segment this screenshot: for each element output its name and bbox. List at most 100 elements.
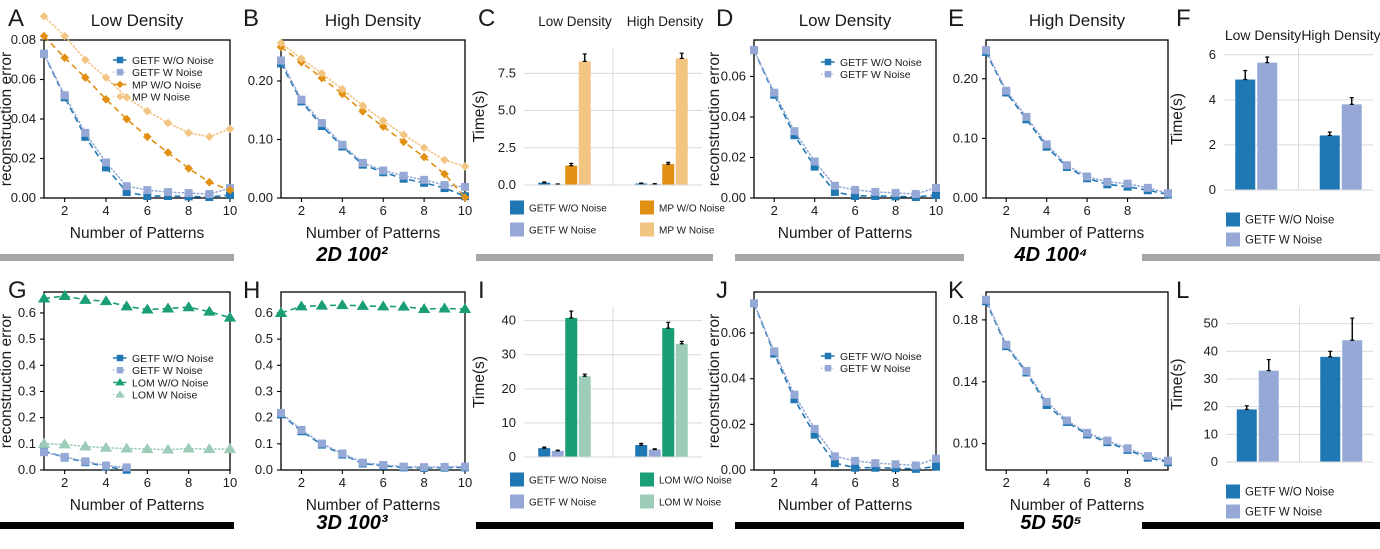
svg-text:GETF W/O Noise: GETF W/O Noise bbox=[529, 476, 607, 487]
svg-text:LOM W/O Noise: LOM W/O Noise bbox=[659, 476, 732, 487]
svg-text:Time(s): Time(s) bbox=[471, 91, 488, 143]
svg-text:GETF W Noise: GETF W Noise bbox=[132, 67, 203, 79]
svg-text:2: 2 bbox=[61, 475, 68, 490]
svg-text:Number of Patterns: Number of Patterns bbox=[306, 225, 441, 242]
svg-text:4: 4 bbox=[811, 475, 818, 490]
svg-text:reconstruction error: reconstruction error bbox=[0, 52, 15, 186]
svg-text:4: 4 bbox=[1209, 92, 1216, 107]
svg-text:G: G bbox=[8, 277, 27, 304]
svg-text:8: 8 bbox=[185, 203, 192, 218]
svg-text:8: 8 bbox=[892, 203, 899, 218]
svg-text:GETF W Noise: GETF W Noise bbox=[529, 226, 597, 237]
svg-text:5.0: 5.0 bbox=[498, 103, 516, 118]
svg-text:0.5: 0.5 bbox=[255, 331, 273, 346]
svg-text:0.2: 0.2 bbox=[255, 410, 273, 425]
svg-text:8: 8 bbox=[1124, 475, 1131, 490]
svg-text:0.04: 0.04 bbox=[721, 371, 746, 386]
svg-text:A: A bbox=[8, 5, 24, 32]
svg-text:0.06: 0.06 bbox=[721, 325, 746, 340]
svg-text:Low Density: Low Density bbox=[1225, 27, 1301, 43]
svg-text:0.10: 0.10 bbox=[953, 436, 978, 451]
svg-text:Number of Patterns: Number of Patterns bbox=[778, 225, 913, 242]
svg-text:reconstruction error: reconstruction error bbox=[0, 314, 15, 448]
svg-text:4: 4 bbox=[339, 475, 346, 490]
svg-text:GETF W Noise: GETF W Noise bbox=[840, 363, 911, 375]
svg-text:Low Density: Low Density bbox=[538, 14, 612, 29]
svg-text:Time(s): Time(s) bbox=[1169, 359, 1186, 411]
svg-text:0: 0 bbox=[1211, 454, 1218, 469]
svg-text:Low Density: Low Density bbox=[799, 11, 892, 30]
svg-text:Number of Patterns: Number of Patterns bbox=[778, 497, 913, 514]
svg-text:0.20: 0.20 bbox=[248, 73, 273, 88]
svg-text:0: 0 bbox=[1209, 182, 1216, 197]
svg-text:H: H bbox=[243, 277, 260, 304]
svg-text:C: C bbox=[478, 5, 495, 32]
svg-text:4: 4 bbox=[1043, 475, 1050, 490]
svg-text:10: 10 bbox=[223, 475, 237, 490]
svg-text:8: 8 bbox=[420, 475, 427, 490]
svg-text:0.1: 0.1 bbox=[18, 436, 36, 451]
svg-text:0.04: 0.04 bbox=[721, 109, 746, 124]
svg-text:7.5: 7.5 bbox=[498, 65, 516, 80]
svg-text:0.00: 0.00 bbox=[953, 190, 978, 205]
svg-text:8: 8 bbox=[185, 475, 192, 490]
svg-text:2: 2 bbox=[1209, 137, 1216, 152]
svg-text:High Density: High Density bbox=[1301, 27, 1380, 43]
svg-text:0.6: 0.6 bbox=[18, 305, 36, 320]
svg-text:40: 40 bbox=[502, 313, 516, 328]
svg-text:GETF W/O Noise: GETF W/O Noise bbox=[132, 353, 214, 365]
svg-text:MP W Noise: MP W Noise bbox=[132, 92, 190, 104]
svg-text:GETF W Noise: GETF W Noise bbox=[1245, 507, 1322, 519]
svg-text:30: 30 bbox=[1204, 371, 1218, 386]
svg-text:4: 4 bbox=[339, 203, 346, 218]
svg-text:20: 20 bbox=[502, 381, 516, 396]
svg-text:High Density: High Density bbox=[627, 14, 704, 29]
svg-text:0.1: 0.1 bbox=[255, 436, 273, 451]
svg-text:Low Density: Low Density bbox=[91, 11, 184, 30]
svg-text:30: 30 bbox=[502, 347, 516, 362]
svg-text:6: 6 bbox=[380, 475, 387, 490]
svg-text:6: 6 bbox=[1083, 203, 1090, 218]
svg-text:MP W/O Noise: MP W/O Noise bbox=[659, 204, 725, 215]
svg-text:I: I bbox=[478, 277, 485, 304]
svg-text:2: 2 bbox=[1003, 475, 1010, 490]
svg-text:8: 8 bbox=[892, 475, 899, 490]
svg-text:0: 0 bbox=[509, 449, 516, 464]
svg-text:0.14: 0.14 bbox=[953, 374, 978, 389]
svg-text:50: 50 bbox=[1204, 316, 1218, 331]
svg-text:0.0: 0.0 bbox=[498, 177, 516, 192]
svg-text:10: 10 bbox=[458, 203, 472, 218]
svg-text:0.02: 0.02 bbox=[721, 416, 746, 431]
svg-text:GETF W Noise: GETF W Noise bbox=[840, 69, 911, 81]
svg-text:2: 2 bbox=[771, 475, 778, 490]
svg-text:reconstruction error: reconstruction error bbox=[706, 52, 723, 186]
svg-text:10: 10 bbox=[929, 203, 943, 218]
svg-text:High Density: High Density bbox=[1029, 11, 1126, 30]
svg-text:2: 2 bbox=[298, 475, 305, 490]
svg-text:8: 8 bbox=[420, 203, 427, 218]
svg-text:0.3: 0.3 bbox=[18, 383, 36, 398]
svg-text:2.5: 2.5 bbox=[498, 140, 516, 155]
svg-text:0.06: 0.06 bbox=[721, 68, 746, 83]
svg-text:0.2: 0.2 bbox=[18, 410, 36, 425]
svg-text:0.0: 0.0 bbox=[18, 462, 36, 477]
svg-text:4: 4 bbox=[102, 475, 109, 490]
svg-text:GETF W Noise: GETF W Noise bbox=[529, 498, 597, 509]
svg-text:Time(s): Time(s) bbox=[1169, 93, 1186, 145]
svg-text:GETF W/O Noise: GETF W/O Noise bbox=[529, 204, 607, 215]
svg-text:10: 10 bbox=[458, 475, 472, 490]
svg-text:0.4: 0.4 bbox=[18, 357, 36, 372]
svg-text:10: 10 bbox=[502, 415, 516, 430]
svg-text:4: 4 bbox=[1043, 203, 1050, 218]
svg-text:LOM W Noise: LOM W Noise bbox=[659, 498, 722, 509]
svg-text:10: 10 bbox=[1204, 426, 1218, 441]
svg-text:6: 6 bbox=[1209, 47, 1216, 62]
svg-text:0.00: 0.00 bbox=[11, 190, 36, 205]
svg-text:0.6: 0.6 bbox=[255, 305, 273, 320]
svg-text:6: 6 bbox=[144, 475, 151, 490]
svg-text:reconstruction error: reconstruction error bbox=[706, 314, 723, 448]
svg-text:4: 4 bbox=[811, 203, 818, 218]
svg-text:GETF W Noise: GETF W Noise bbox=[1245, 235, 1322, 247]
svg-text:4: 4 bbox=[102, 203, 109, 218]
svg-text:F: F bbox=[1176, 5, 1191, 32]
